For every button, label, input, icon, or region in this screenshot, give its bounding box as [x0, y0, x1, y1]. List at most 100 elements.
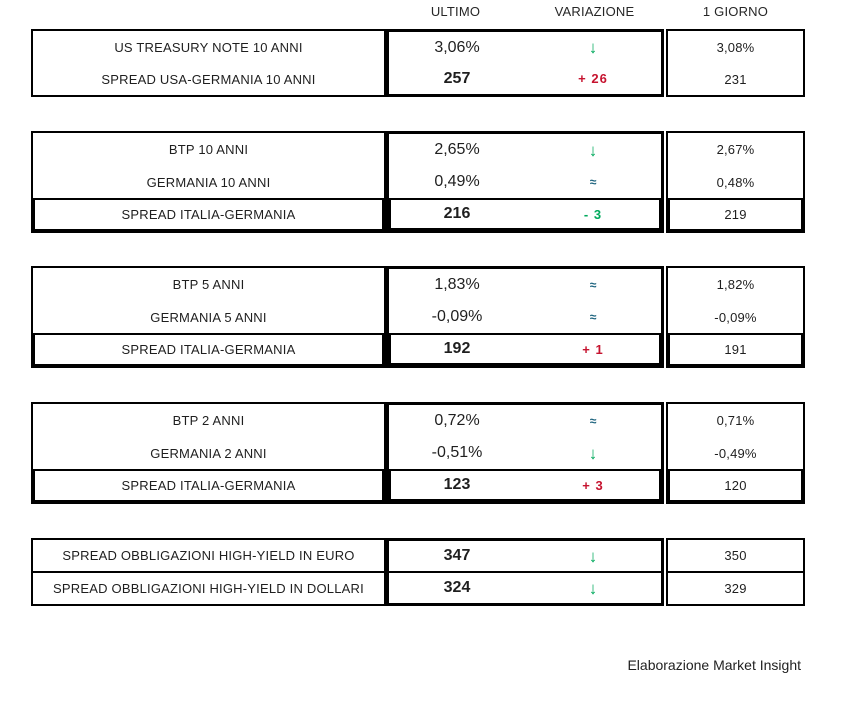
ultimo-value: 216	[443, 205, 471, 222]
ultimo-value: -0,09%	[431, 308, 483, 325]
variazione-cell: ≈	[525, 405, 661, 437]
ultimo-value: 257	[443, 69, 471, 87]
down-arrow-icon: ↓	[588, 38, 598, 57]
variazione-cell: - 3	[525, 198, 661, 230]
ultimo-variazione-column: 1,83% ≈ -0,09% ≈192 + 1	[386, 266, 664, 368]
row-label: SPREAD ITALIA-GERMANIA	[33, 469, 384, 502]
row-label: SPREAD OBBLIGAZIONI HIGH-YIELD IN EURO	[62, 548, 355, 563]
label-column: BTP 2 ANNI GERMANIA 2 ANNI SPREAD ITALIA-G…	[31, 402, 386, 504]
table-row: -0,51% ↓	[389, 437, 661, 469]
giorno-column: 2,67% 0,48% 219	[666, 131, 805, 233]
giorno-value: 329	[668, 571, 803, 604]
variazione-value: + 26	[578, 71, 608, 86]
ultimo-value: 123	[443, 476, 471, 493]
variazione-cell: + 3	[525, 469, 661, 501]
variazione-cell: + 1	[525, 333, 661, 365]
down-arrow-icon: ↓	[588, 140, 598, 160]
ultimo-value: 324	[443, 579, 471, 596]
ultimo-value: 3,06%	[434, 38, 480, 56]
variazione-cell: ↓	[525, 541, 661, 571]
variazione-cell: ↓	[525, 134, 661, 166]
ultimo-value: 192	[443, 340, 471, 357]
variazione-cell: ≈	[525, 269, 661, 301]
giorno-value: 219	[668, 198, 803, 231]
giorno-value: 350	[724, 548, 747, 563]
table-row: 0,72% ≈	[389, 405, 661, 437]
row-label: US TREASURY NOTE 10 ANNI	[114, 39, 303, 55]
giorno-value: 0,48%	[716, 174, 755, 190]
label-column: BTP 10 ANNI GERMANIA 10 ANNI SPREAD ITALIA…	[31, 131, 386, 233]
ultimo-value: 347	[443, 547, 471, 564]
down-arrow-icon: ↓	[588, 443, 598, 463]
label-column: SPREAD OBBLIGAZIONI HIGH-YIELD IN EURO SP…	[31, 538, 386, 606]
row-label: SPREAD ITALIA-GERMANIA	[33, 198, 384, 231]
giorno-value: -0,49%	[714, 445, 757, 461]
table-row: 257 + 26	[389, 63, 661, 94]
table-row: 3,06% ↓	[389, 32, 661, 63]
down-arrow-icon: ↓	[588, 578, 598, 598]
giorno-column: 0,71% -0,49% 120	[666, 402, 805, 504]
variazione-cell: ≈	[525, 166, 661, 198]
giorno-value: 231	[724, 71, 747, 87]
row-label: GERMANIA 10 ANNI	[146, 174, 271, 190]
down-arrow-icon: ↓	[588, 546, 598, 566]
variazione-cell: ↓	[525, 437, 661, 469]
ultimo-value: 2,65%	[434, 141, 480, 158]
ultimo-variazione-column: 347 ↓ 324 ↓	[386, 538, 664, 606]
table-row: 2,65% ↓	[389, 134, 661, 166]
row-label: SPREAD OBBLIGAZIONI HIGH-YIELD IN DOLLAR…	[33, 571, 384, 604]
bond-table-high-yield: SPREAD OBBLIGAZIONI HIGH-YIELD IN EURO SP…	[31, 538, 805, 606]
header-spacer	[31, 4, 386, 19]
row-label: BTP 5 ANNI	[172, 276, 245, 292]
giorno-value: 120	[668, 469, 803, 502]
label-column: BTP 5 ANNI GERMANIA 5 ANNI SPREAD ITALIA-G…	[31, 266, 386, 368]
bond-table-treasury-10y: US TREASURY NOTE 10 ANNI SPREAD USA-GERMA…	[31, 29, 805, 97]
table-row: 0,49% ≈	[389, 166, 661, 198]
giorno-column: 3,08% 231	[666, 29, 805, 97]
variazione-cell: ≈	[525, 301, 661, 333]
column-header-variazione: VARIAZIONE	[554, 4, 635, 19]
giorno-value: 191	[668, 333, 803, 366]
variazione-cell: ↓	[525, 32, 661, 63]
row-label: GERMANIA 2 ANNI	[150, 445, 267, 461]
variazione-value: + 3	[582, 477, 604, 493]
giorno-column: 1,82% -0,09% 191	[666, 266, 805, 368]
source-credit: Elaborazione Market Insight	[627, 657, 801, 673]
giorno-value: 1,82%	[716, 276, 755, 292]
column-header-giorno: 1 GIORNO	[702, 4, 769, 19]
bond-table-btp-2y: BTP 2 ANNI GERMANIA 2 ANNI SPREAD ITALIA-G…	[31, 402, 805, 504]
row-label: SPREAD ITALIA-GERMANIA	[33, 333, 384, 366]
ultimo-value: 0,49%	[434, 173, 480, 190]
table-row: 347 ↓	[389, 541, 661, 571]
giorno-value: -0,09%	[714, 309, 757, 325]
table-row: 192 + 1	[389, 333, 661, 365]
variazione-cell: ↓	[525, 573, 661, 603]
bond-table-btp-10y: BTP 10 ANNI GERMANIA 10 ANNI SPREAD ITALIA…	[31, 131, 805, 233]
giorno-value: 0,71%	[716, 412, 755, 428]
label-column: US TREASURY NOTE 10 ANNI SPREAD USA-GERMA…	[31, 29, 386, 97]
ultimo-variazione-column: 0,72% ≈ -0,51% ↓ 123 + 3	[386, 402, 664, 504]
table-row: 216 - 3	[389, 198, 661, 230]
row-label: BTP 2 ANNI	[172, 412, 245, 428]
giorno-value: 2,67%	[716, 141, 755, 157]
table-row: -0,09% ≈	[389, 301, 661, 333]
variazione-value: + 1	[582, 341, 604, 357]
row-label: SPREAD USA-GERMANIA 10 ANNI	[101, 71, 316, 87]
column-header-ultimo: ULTIMO	[430, 4, 481, 19]
steady-icon: ≈	[589, 310, 597, 324]
ultimo-value: -0,51%	[431, 444, 483, 461]
column-header-row: ULTIMO VARIAZIONE 1 GIORNO	[31, 4, 805, 19]
row-label: GERMANIA 5 ANNI	[150, 309, 267, 325]
giorno-column: 350 329	[666, 538, 805, 606]
row-label: BTP 10 ANNI	[168, 141, 249, 157]
variazione-cell: + 26	[525, 63, 661, 94]
steady-icon: ≈	[589, 414, 597, 428]
table-row: 1,83% ≈	[389, 269, 661, 301]
ultimo-value: 0,72%	[434, 412, 480, 429]
table-row: 123 + 3	[389, 469, 661, 501]
table-row: 324 ↓	[389, 571, 661, 603]
ultimo-value: 1,83%	[434, 276, 480, 293]
variazione-value: - 3	[583, 206, 603, 222]
giorno-value: 3,08%	[716, 39, 755, 55]
